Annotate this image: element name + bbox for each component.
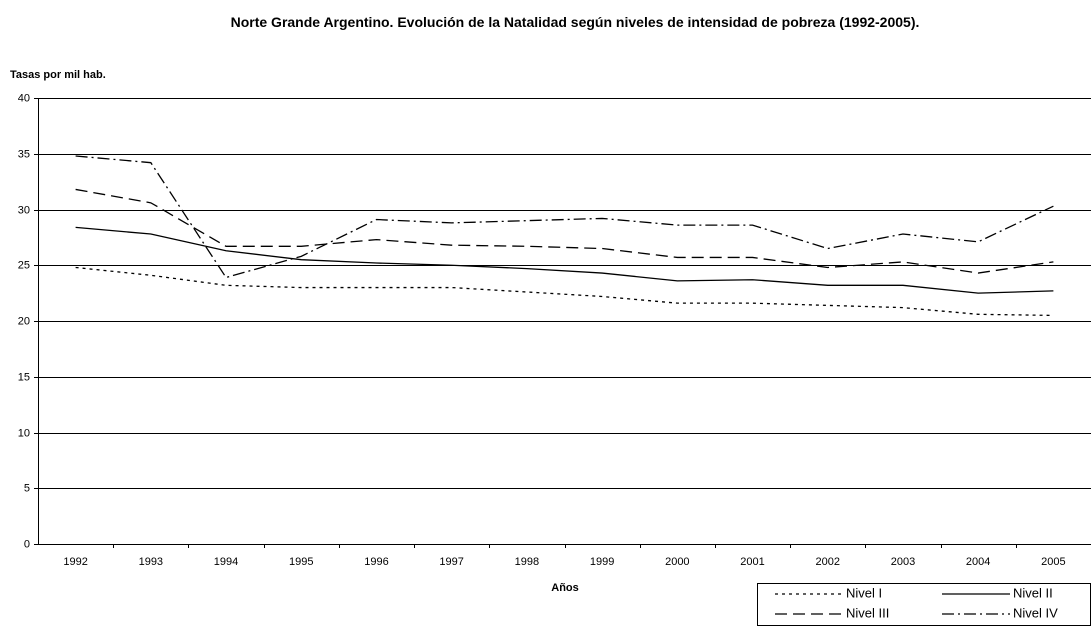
legend-label: Nivel III <box>846 605 889 620</box>
y-tick-label: 20 <box>18 315 30 327</box>
x-axis-title: Años <box>551 582 579 594</box>
x-tick-label: 2002 <box>816 556 840 568</box>
series-line <box>75 188 1054 274</box>
series-line <box>75 155 1054 279</box>
legend-label: Nivel II <box>1013 585 1053 600</box>
x-tick-label: 1992 <box>63 556 87 568</box>
series-line <box>75 226 1054 294</box>
y-tick-label: 30 <box>18 204 30 216</box>
x-tick-label: 1996 <box>364 556 388 568</box>
x-tick-label: 2000 <box>665 556 689 568</box>
x-tick-label: 1997 <box>439 556 463 568</box>
chart-title: Norte Grande Argentino. Evolución de la … <box>230 14 920 30</box>
x-tick-label: 2005 <box>1041 556 1065 568</box>
x-tick-label: 1994 <box>214 556 238 568</box>
legend-label: Nivel IV <box>1013 605 1058 620</box>
x-tick-label: 2003 <box>891 556 915 568</box>
x-tick-label: 2001 <box>740 556 764 568</box>
y-tick-label: 10 <box>18 427 30 439</box>
y-tick-label: 0 <box>24 538 30 550</box>
x-tick-label: 1995 <box>289 556 313 568</box>
y-tick-label: 15 <box>18 371 30 383</box>
y-tick-label: 25 <box>18 259 30 271</box>
y-axis-title: Tasas por mil hab. <box>10 69 106 81</box>
x-tick-label: 1998 <box>515 556 539 568</box>
y-tick-label: 35 <box>18 148 30 160</box>
legend-label: Nivel I <box>846 585 882 600</box>
x-tick-label: 1993 <box>139 556 163 568</box>
x-tick-label: 2004 <box>966 556 990 568</box>
y-tick-label: 40 <box>18 92 30 104</box>
x-tick-label: 1999 <box>590 556 614 568</box>
y-tick-label: 5 <box>24 482 30 494</box>
series-line <box>75 266 1054 317</box>
